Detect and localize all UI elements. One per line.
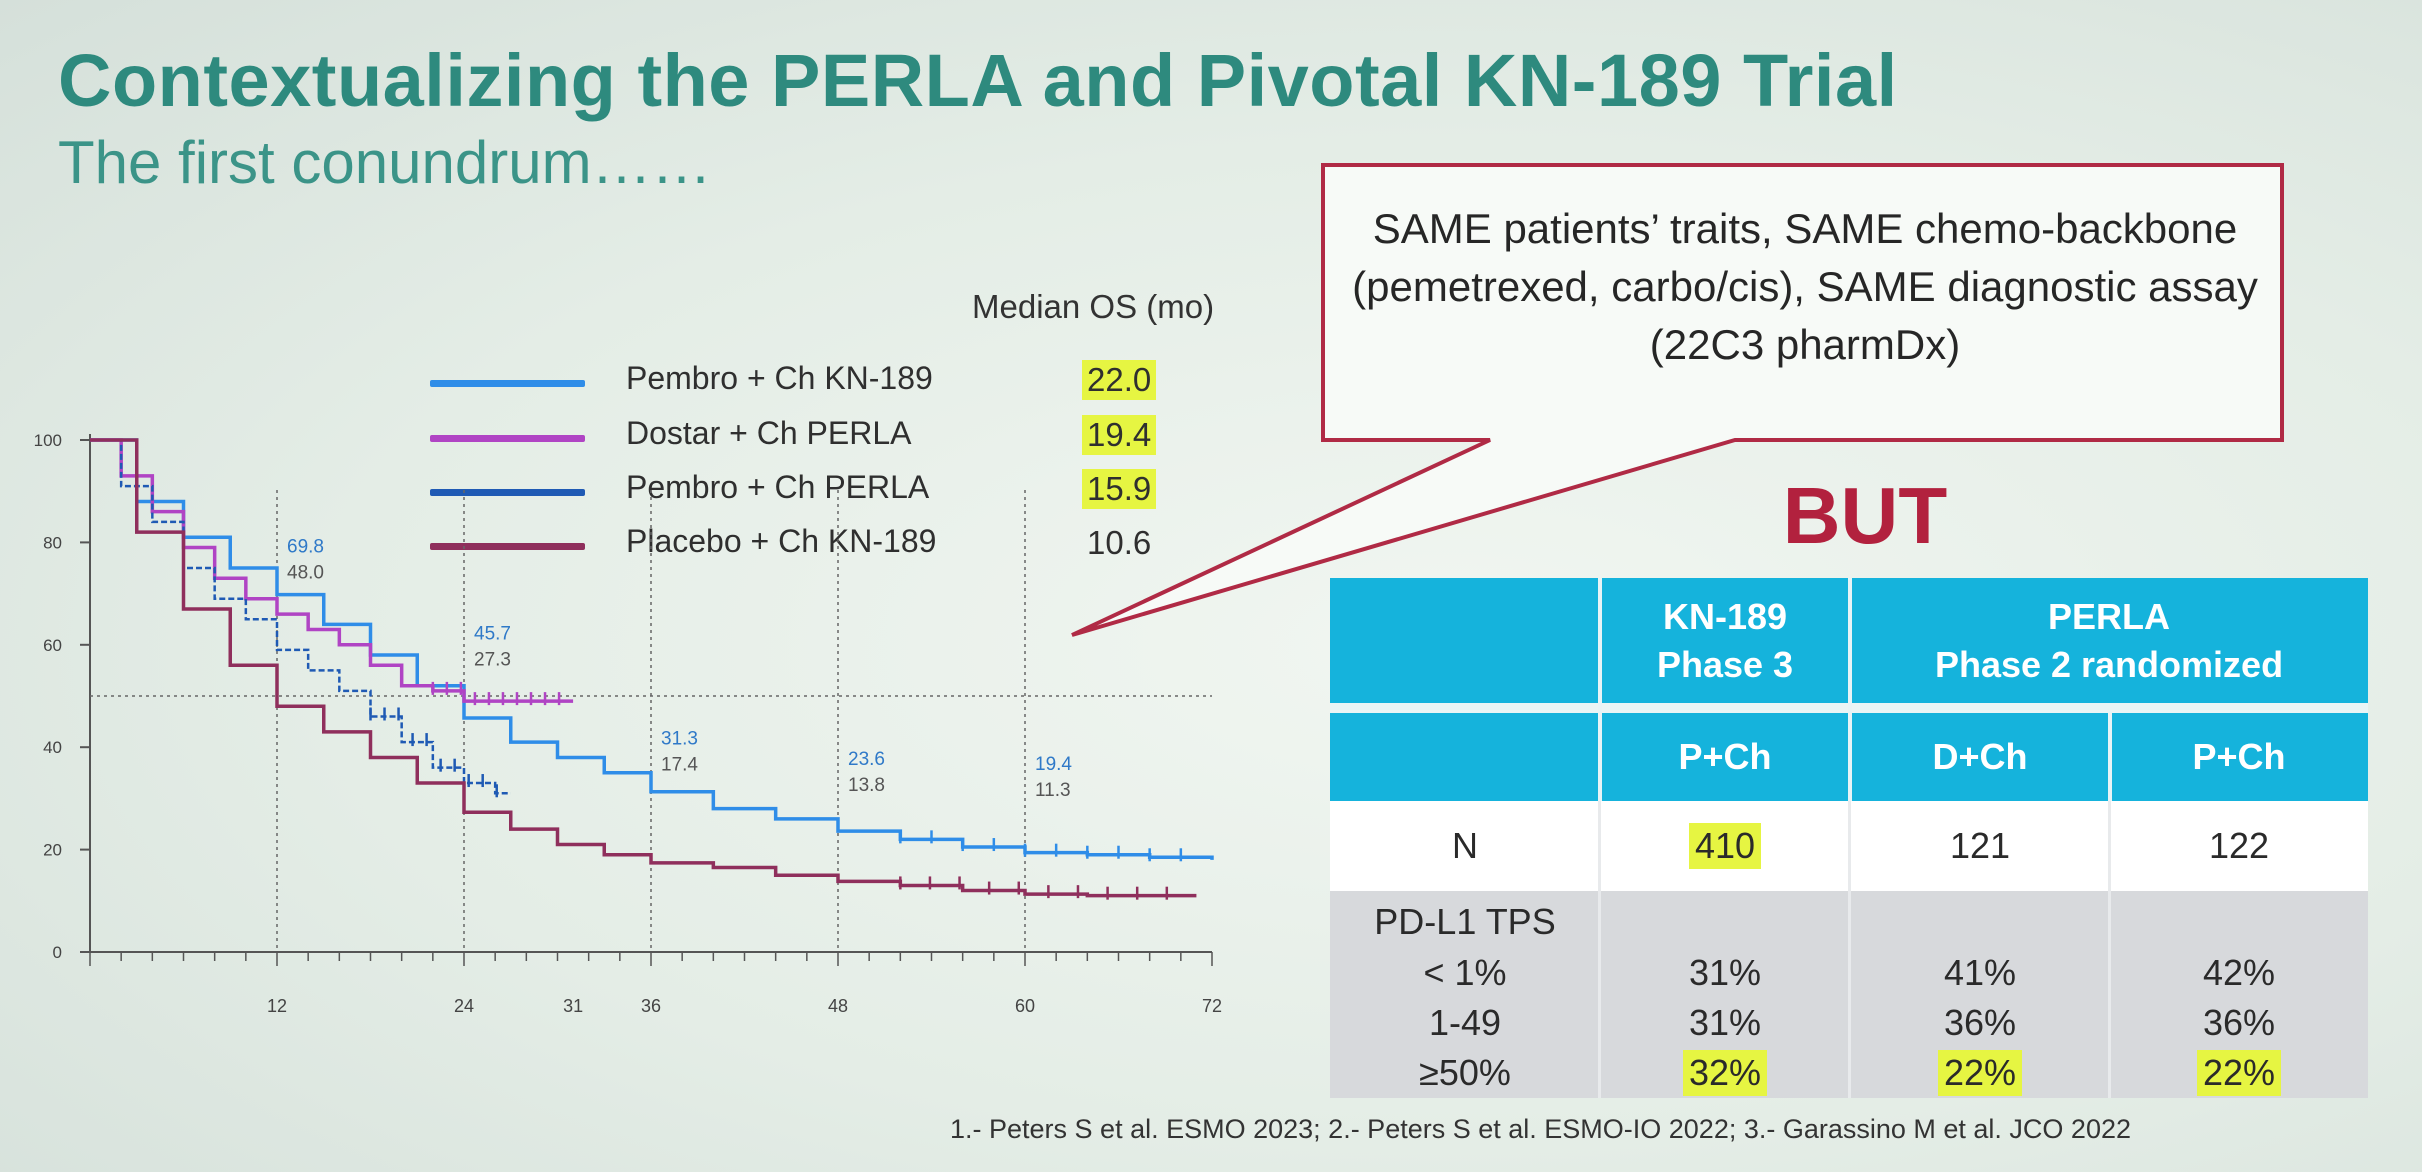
km-curve xyxy=(90,438,574,703)
landmark-value: 31.3 xyxy=(661,729,698,750)
col-divider xyxy=(1598,578,1602,801)
legend-label: Placebo + Ch KN-189 xyxy=(626,523,937,559)
tps-value: 36% xyxy=(1850,998,2110,1048)
row-label-pdl1: PD-L1 TPS xyxy=(1374,901,1556,942)
cell-value: 22% xyxy=(1937,1050,2023,1096)
tps-value: 22% xyxy=(2110,1048,2368,1098)
cell-value: 36% xyxy=(1943,1002,2017,1043)
col-divider xyxy=(1848,578,1852,801)
footnote: 1.- Peters S et al. ESMO 2023; 2.- Peter… xyxy=(950,1114,2131,1144)
legend-swatch xyxy=(430,435,585,442)
tps-value: 36% xyxy=(2110,998,2368,1048)
legend-label: Dostar + Ch PERLA xyxy=(626,415,912,451)
y-tick-label: 60 xyxy=(43,636,62,655)
slide-subtitle: The first conundrum…… xyxy=(58,129,712,196)
col-divider xyxy=(2108,801,2111,1098)
legend-swatch xyxy=(430,380,585,387)
slide-title: Contextualizing the PERLA and Pivotal KN… xyxy=(58,39,1898,122)
landmark-value: 13.8 xyxy=(848,775,885,796)
tps-value: 32% xyxy=(1600,1048,1850,1098)
cell-value: 122 xyxy=(2208,825,2270,866)
x-tick-label: 24 xyxy=(454,996,474,1016)
row-label-n: N xyxy=(1452,825,1478,866)
landmark-value: 11.3 xyxy=(1035,780,1071,801)
y-tick-label: 20 xyxy=(43,841,62,860)
n-value: 122 xyxy=(2110,801,2368,891)
cell-value: 31% xyxy=(1688,1002,1762,1043)
km-curve xyxy=(90,438,1197,898)
y-tick-label: 40 xyxy=(43,738,62,757)
header-kn189: KN-189 Phase 3 xyxy=(1656,595,1794,685)
legend-swatch xyxy=(430,489,585,496)
legend-item: Dostar + Ch PERLA 19.4 xyxy=(0,415,1200,455)
cell-value: 22% xyxy=(2196,1050,2282,1096)
legend-median-value: 22.0 xyxy=(1082,360,1157,400)
cell-value: 36% xyxy=(2202,1002,2276,1043)
y-tick-label: 0 xyxy=(53,943,62,962)
cell-value: 121 xyxy=(1949,825,2011,866)
col-divider xyxy=(1848,801,1851,1098)
row-label-tps: ≥50% xyxy=(1419,1052,1511,1093)
y-tick-label: 100 xyxy=(34,431,62,450)
n-value: 121 xyxy=(1850,801,2110,891)
header-arm: P+Ch xyxy=(2192,736,2286,777)
landmark-value: 48.0 xyxy=(287,563,324,584)
x-tick-label: 31 xyxy=(563,996,583,1016)
trial-comparison-table: KN-189 Phase 3 PERLA Phase 2 randomized P+… xyxy=(1330,578,2368,1098)
legend-median-value: 19.4 xyxy=(1082,415,1157,455)
legend-item: Placebo + Ch KN-189 10.6 xyxy=(0,523,1200,563)
cell-value: 410 xyxy=(1688,823,1762,869)
landmark-value: 69.8 xyxy=(287,537,324,558)
row-label-tps: < 1% xyxy=(1423,952,1507,993)
landmark-value: 17.4 xyxy=(661,755,698,776)
col-divider xyxy=(1598,801,1601,1098)
tps-value: 31% xyxy=(1600,948,1850,998)
y-tick-label: 80 xyxy=(43,533,62,552)
cell-value: 42% xyxy=(2202,952,2276,993)
x-tick-label: 12 xyxy=(267,996,287,1016)
tps-value: 41% xyxy=(1850,948,2110,998)
col-divider xyxy=(2108,713,2112,801)
x-tick-label: 60 xyxy=(1015,996,1035,1016)
x-tick-label: 48 xyxy=(828,996,848,1016)
row-label-tps: 1-49 xyxy=(1428,1002,1502,1043)
landmark-value: 27.3 xyxy=(474,650,511,671)
tps-value: 22% xyxy=(1850,1048,2110,1098)
landmark-value: 19.4 xyxy=(1035,754,1072,775)
cell-value: 32% xyxy=(1682,1050,1768,1096)
legend-item: Pembro + Ch PERLA 15.9 xyxy=(0,469,1200,509)
tps-value: 42% xyxy=(2110,948,2368,998)
landmark-value: 45.7 xyxy=(474,624,511,645)
tps-value: 31% xyxy=(1600,998,1850,1048)
legend-label: Pembro + Ch PERLA xyxy=(626,469,930,505)
km-chart: 0 20 40 60 80 100 12 24 31 36 48 60 72 69.8 48.0 45.7 2… xyxy=(34,431,1222,1016)
km-curve xyxy=(90,438,511,795)
x-tick-label: 36 xyxy=(641,996,661,1016)
callout-text: SAME patients’ traits, SAME chemo-backbo… xyxy=(1352,205,2258,368)
header-arm: P+Ch xyxy=(1678,736,1772,777)
header-arm: D+Ch xyxy=(1932,736,2028,777)
median-os-header: Median OS (mo) xyxy=(972,288,1215,325)
n-value: 410 xyxy=(1600,801,1850,891)
cell-value: 41% xyxy=(1943,952,2017,993)
legend-item: Pembro + Ch KN-189 22.0 xyxy=(0,360,1200,400)
legend-label: Pembro + Ch KN-189 xyxy=(626,360,933,396)
cell-value: 31% xyxy=(1688,952,1762,993)
x-tick-label: 72 xyxy=(1202,996,1222,1016)
legend-swatch xyxy=(430,543,585,550)
legend-median-value: 15.9 xyxy=(1082,469,1157,509)
landmark-value: 23.6 xyxy=(848,749,885,770)
but-label: BUT xyxy=(1782,471,1948,560)
legend-median-value: 10.6 xyxy=(1087,524,1152,561)
header-perla: PERLA Phase 2 randomized xyxy=(1934,595,2284,685)
